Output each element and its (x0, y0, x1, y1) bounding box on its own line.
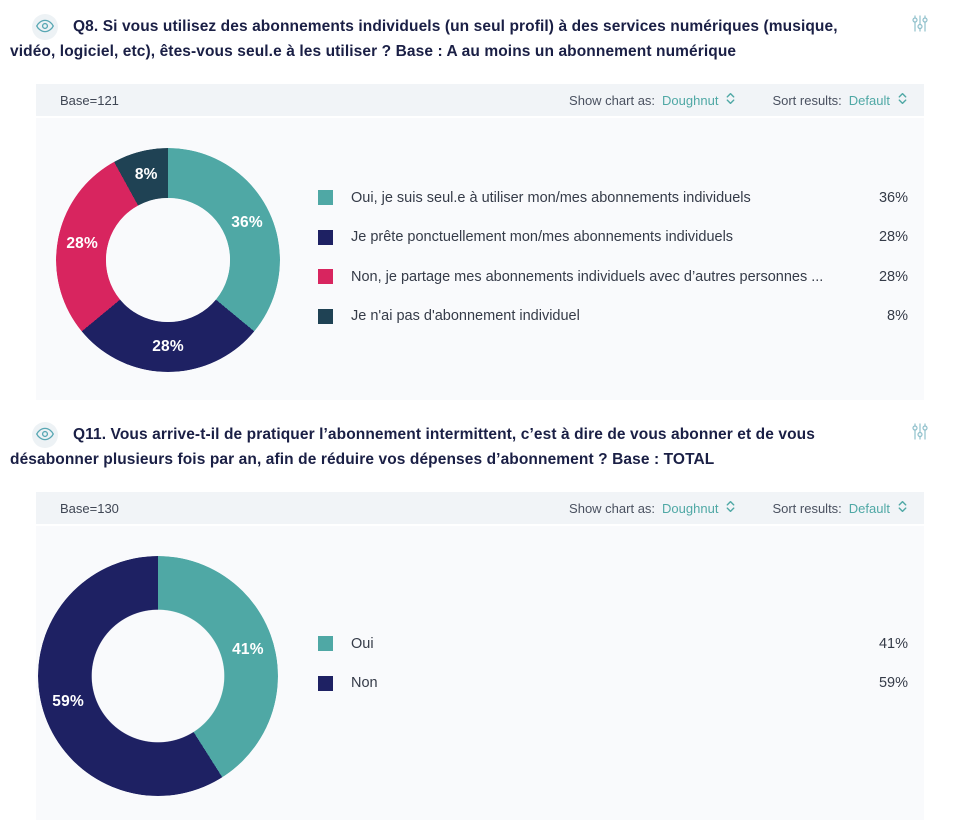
card-header: Base=121 Show chart as: Doughnut Sort re… (36, 84, 924, 116)
legend-item[interactable]: Oui, je suis seul.e à utiliser mon/mes a… (318, 178, 908, 218)
legend-label: Je prête ponctuellement mon/mes abonneme… (351, 229, 734, 246)
card-header: Base=130 Show chart as: Doughnut Sort re… (36, 492, 924, 524)
legend-value: 28% (878, 229, 908, 246)
legend-swatch (318, 269, 333, 285)
legend-swatch (318, 308, 333, 324)
legend-swatch (318, 229, 333, 245)
legend-item[interactable]: Oui 41% (318, 624, 908, 664)
sort-results-label: Sort results: (772, 500, 842, 516)
visibility-eye-icon[interactable] (32, 422, 58, 448)
chart-legend: Oui 41% Non 59% (318, 624, 908, 703)
chart-body: 41% 59% Oui 41% Non 59% (36, 526, 924, 820)
doughnut-chart-q8[interactable]: 36% 28% 28% 8% (56, 148, 280, 372)
legend-value: 8% (887, 308, 908, 325)
legend-value: 36% (878, 189, 908, 206)
question-section-q11: Q11. Vous arrive-t-il de pratiquer l’abo… (0, 408, 960, 820)
chart-settings-tune-icon[interactable] (912, 422, 928, 446)
base-count-label: Base=121 (60, 92, 119, 108)
chart-controls: Show chart as: Doughnut Sort results: De… (569, 499, 908, 517)
legend-value: 41% (878, 635, 908, 652)
chart-settings-tune-icon[interactable] (912, 14, 928, 38)
legend-swatch (318, 190, 333, 206)
question-row: Q8. Si vous utilisez des abonnements ind… (0, 0, 960, 64)
unfold-chevrons-icon (897, 499, 908, 517)
question-title: Q11. Vous arrive-t-il de pratiquer l’abo… (10, 426, 815, 468)
legend-swatch (318, 636, 333, 652)
doughnut-chart-q11[interactable]: 41% 59% (38, 556, 278, 796)
sort-results-dropdown[interactable]: Sort results: Default (772, 91, 908, 109)
legend-value: 28% (878, 268, 908, 285)
legend-label: Non (351, 675, 378, 692)
legend-label: Oui (351, 635, 374, 652)
question-section-q8: Q8. Si vous utilisez des abonnements ind… (0, 0, 960, 400)
legend-value: 59% (878, 675, 908, 692)
sort-results-dropdown[interactable]: Sort results: Default (772, 499, 908, 517)
chart-legend: Oui, je suis seul.e à utiliser mon/mes a… (318, 178, 908, 336)
show-chart-as-label: Show chart as: (569, 92, 656, 108)
visibility-eye-icon[interactable] (32, 14, 58, 40)
doughnut-ring (38, 556, 278, 796)
legend-item[interactable]: Je prête ponctuellement mon/mes abonneme… (318, 218, 908, 258)
legend-label: Oui, je suis seul.e à utiliser mon/mes a… (351, 189, 751, 206)
legend-item[interactable]: Je n'ai pas d'abonnement individuel 8% (318, 297, 908, 337)
question-title: Q8. Si vous utilisez des abonnements ind… (10, 18, 838, 60)
legend-item[interactable]: Non 59% (318, 664, 908, 704)
show-chart-as-value: Doughnut (662, 500, 719, 516)
sort-results-label: Sort results: (772, 92, 842, 108)
sort-results-value: Default (848, 92, 890, 108)
show-chart-as-value: Doughnut (662, 92, 719, 108)
chart-body: 36% 28% 28% 8% Oui, je suis seul.e à utilis… (36, 118, 924, 400)
show-chart-as-label: Show chart as: (569, 500, 656, 516)
unfold-chevrons-icon (897, 91, 908, 109)
chart-controls: Show chart as: Doughnut Sort results: De… (569, 91, 908, 109)
base-count-label: Base=130 (60, 500, 119, 516)
chart-card-q8: Base=121 Show chart as: Doughnut Sort re… (36, 84, 924, 400)
unfold-chevrons-icon (725, 499, 736, 517)
unfold-chevrons-icon (725, 91, 736, 109)
show-chart-as-dropdown[interactable]: Show chart as: Doughnut (569, 499, 736, 517)
chart-card-q11: Base=130 Show chart as: Doughnut Sort re… (36, 492, 924, 820)
question-heading: Q11. Vous arrive-t-il de pratiquer l’abo… (10, 422, 862, 472)
legend-label: Non, je partage mes abonnements individu… (351, 268, 824, 285)
question-heading: Q8. Si vous utilisez des abonnements ind… (10, 14, 862, 64)
show-chart-as-dropdown[interactable]: Show chart as: Doughnut (569, 91, 736, 109)
legend-label: Je n'ai pas d'abonnement individuel (351, 308, 580, 325)
legend-swatch (318, 675, 333, 691)
legend-item[interactable]: Non, je partage mes abonnements individu… (318, 257, 908, 297)
sort-results-value: Default (848, 500, 890, 516)
question-row: Q11. Vous arrive-t-il de pratiquer l’abo… (0, 408, 960, 472)
doughnut-ring (56, 148, 280, 372)
